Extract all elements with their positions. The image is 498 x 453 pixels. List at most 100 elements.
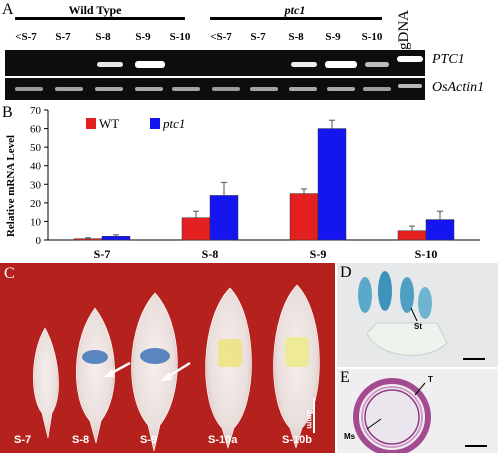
scale-bar-label: 2mm [305, 410, 314, 429]
y-tick-label: 30 [30, 179, 42, 191]
ptc1-group-label: ptc1 [284, 3, 306, 17]
lane-label: S-9 [325, 31, 341, 43]
panel-d-stamens [358, 271, 485, 360]
gene-label-osactin1: OsActin1 [432, 80, 485, 95]
ms-arrow [366, 418, 382, 430]
bar-ptc1-s-9 [317, 128, 347, 241]
band-actin [363, 87, 391, 91]
bar-wt-s-10 [397, 230, 427, 241]
bar-ptc1-s-8 [209, 195, 239, 241]
caption-s10b: S-10b [282, 434, 312, 446]
band-gdna-ptc1 [397, 56, 423, 62]
legend-swatch-ptc1 [150, 118, 160, 129]
ms-label: Ms [344, 432, 356, 441]
anther-section-inner [364, 389, 420, 445]
st-arrow [410, 307, 418, 322]
anther-blue [358, 277, 372, 313]
anthers-s10b [285, 337, 309, 367]
y-tick-label: 40 [30, 161, 42, 173]
floret-s7 [33, 327, 59, 439]
t-arrow [414, 382, 426, 396]
lane-label: S-10 [169, 31, 191, 43]
caption-s10a: S-10a [208, 434, 238, 446]
gdna-label: gDNA [396, 10, 412, 50]
ptc1-group-line [210, 17, 382, 20]
band-actin [172, 87, 200, 91]
caption-s8: S-8 [72, 434, 90, 446]
x-tick-label: S-7 [94, 247, 111, 261]
panel-c-florets [33, 284, 320, 452]
y-tick-label: 60 [30, 124, 42, 136]
anther-blue [400, 277, 414, 313]
lane-label: S-8 [288, 31, 304, 43]
anther-blue [378, 271, 392, 311]
band-actin [212, 87, 240, 91]
panel-e-section [353, 378, 487, 453]
mrna-bar-chart: 0 10 20 30 40 50 60 70 S-7 S-8 S-9 S-10 Relative mR… [5, 105, 480, 261]
gus-stain-s9 [140, 348, 170, 364]
band-actin [95, 87, 123, 91]
gus-stain-s8 [82, 350, 108, 364]
legend-wt-label: WT [99, 116, 119, 131]
band-ptc1-s9 [325, 61, 357, 68]
panel-d-photo [337, 263, 498, 367]
panel-b-letter: B [2, 104, 13, 121]
panel-c-photo [0, 263, 335, 453]
lane-label: <S-7 [210, 31, 232, 43]
band-actin-gdna [398, 84, 422, 88]
arrow-head-s9 [161, 372, 172, 381]
lane-label: S-8 [95, 31, 111, 43]
st-label: St [414, 322, 422, 331]
legend-ptc1-label: ptc1 [162, 116, 185, 131]
panel-d-letter: D [340, 264, 352, 281]
y-tick-label: 20 [30, 198, 42, 210]
caption-s9: S-9 [140, 434, 158, 446]
band-actin [135, 87, 163, 91]
lane-label: S-7 [55, 31, 71, 43]
anther-section-outer [353, 378, 431, 453]
y-tick-label: 70 [30, 105, 42, 117]
y-tick-label: 0 [36, 235, 42, 247]
x-tick-label: S-8 [202, 247, 219, 261]
lane-label: S-10 [361, 31, 383, 43]
wild-type-line [15, 17, 185, 20]
band-actin [289, 87, 317, 91]
legend-swatch-wt [86, 118, 96, 129]
x-tick-label: S-10 [415, 247, 438, 261]
anther-blue [418, 287, 432, 319]
band-actin [55, 87, 83, 91]
floret-s9 [131, 292, 178, 452]
lane-label: S-9 [135, 31, 151, 43]
bar-wt-s-9 [289, 193, 319, 241]
bar-ptc1-s-7 [101, 236, 131, 241]
band-wt-s8 [97, 62, 123, 67]
y-axis-label: Relative mRNA Level [5, 135, 17, 237]
wild-type-label: Wild Type [68, 3, 122, 17]
t-label: T [428, 375, 433, 384]
floret-s8 [76, 307, 115, 444]
band-ptc1-s8 [291, 62, 317, 67]
gel-ptc1 [5, 50, 425, 76]
panel-e-photo [337, 369, 498, 453]
caption-s7: S-7 [14, 434, 32, 446]
bar-wt-s-8 [181, 217, 211, 241]
bar-wt-s-7 [73, 238, 103, 241]
panel-c-letter: C [4, 265, 15, 282]
band-ptc1-s10 [365, 62, 389, 67]
tapetum-ring [361, 386, 423, 448]
x-tick-label: S-9 [310, 247, 327, 261]
flower-base [366, 322, 448, 356]
gene-label-ptc1: PTC1 [432, 52, 465, 67]
arrow-head-s8 [104, 369, 114, 377]
bar-ptc1-s-10 [425, 219, 455, 241]
lane-label: <S-7 [15, 31, 37, 43]
band-actin [15, 87, 43, 91]
y-tick-label: 10 [30, 216, 42, 228]
lane-label: S-7 [250, 31, 266, 43]
band-actin [250, 87, 278, 91]
band-actin [327, 87, 355, 91]
panel-a-letter: A [2, 1, 14, 18]
anthers-s10a [218, 339, 242, 367]
floret-s10a [205, 287, 252, 450]
gel-osactin1 [5, 78, 425, 100]
